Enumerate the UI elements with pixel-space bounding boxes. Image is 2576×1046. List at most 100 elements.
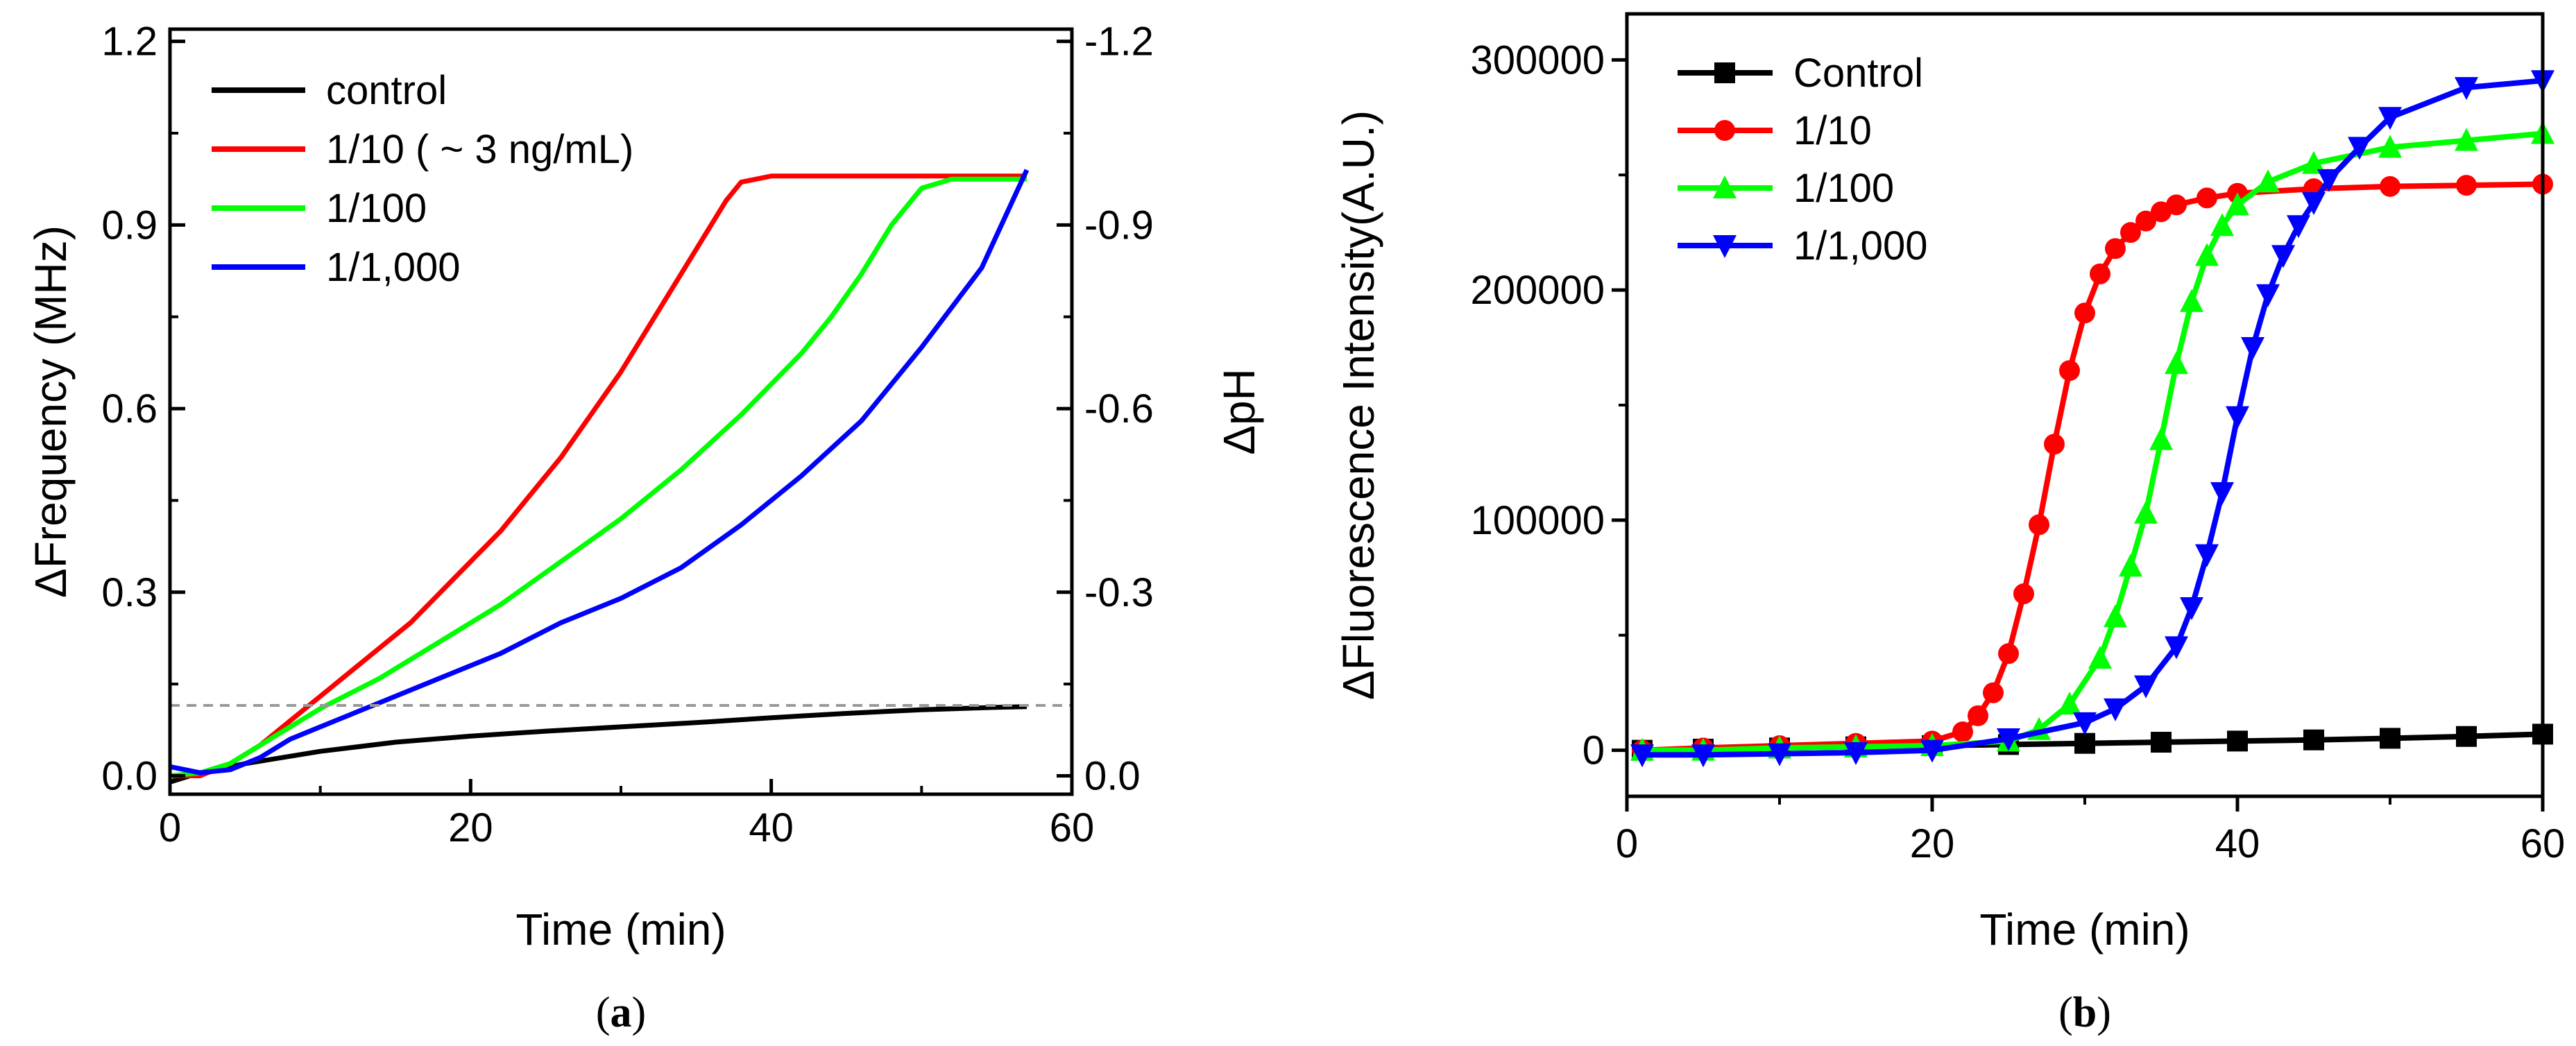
panel-b-legend-marker bbox=[1714, 62, 1735, 83]
panel-b-point-1 bbox=[1952, 721, 1973, 743]
panel-b-point-3 bbox=[2134, 675, 2158, 698]
panel-a-y2-tick-label: -0.6 bbox=[1084, 386, 1154, 431]
panel-a-series-line-3 bbox=[169, 169, 1030, 775]
panel-a-y2-tick-label: -1.2 bbox=[1084, 19, 1154, 65]
panel-a-y-tick-label: 1.2 bbox=[101, 19, 157, 65]
panel-b-x-axis-title: Time (min) bbox=[1979, 904, 2190, 954]
panel-b-point-3 bbox=[2287, 215, 2310, 239]
panel-b-point-0 bbox=[2303, 729, 2324, 751]
panel-b-series-line-3 bbox=[1642, 78, 2543, 758]
panel-b-y-tick-label: 200000 bbox=[1470, 268, 1605, 313]
panel-b-y-axis-title: ΔFluorescence Intensity(A.U.) bbox=[1333, 110, 1383, 700]
panel-a-ticks-group: 0 20 40 60 0.0 0.3 0.6 0.9 1.2 0.0 -0.3 -0.6 -0.9 -1.… bbox=[101, 19, 1154, 850]
panel-b-point-0 bbox=[2074, 732, 2095, 754]
panel-b-point-1 bbox=[2105, 238, 2126, 259]
panel-a-caption-open: ( bbox=[596, 989, 611, 1036]
panel-b-series-line-2 bbox=[1642, 130, 2543, 753]
panel-b-point-2 bbox=[2088, 645, 2112, 669]
panel-b-point-2 bbox=[2149, 427, 2173, 450]
panel-b-point-1 bbox=[2059, 360, 2080, 381]
panel-a-x-tick-label: 20 bbox=[448, 805, 493, 850]
panel-b-point-2 bbox=[2256, 169, 2280, 193]
panel-a-caption-close: ) bbox=[632, 989, 647, 1036]
panel-b-point-3 bbox=[1691, 744, 1715, 768]
panel-b-point-1 bbox=[2013, 583, 2034, 605]
panel-b-legend-label: 1/1,000 bbox=[1793, 223, 1928, 268]
panel-b-caption-letter: b bbox=[2073, 989, 2097, 1036]
panel-a-legend-label: 1/100 bbox=[326, 186, 427, 231]
panel-b-point-0 bbox=[2151, 732, 2172, 753]
panel-b-point-3 bbox=[1768, 743, 1791, 766]
panel-a-y2-tick-label: -0.3 bbox=[1084, 570, 1154, 615]
panel-a-series-line-1 bbox=[170, 173, 1027, 778]
panel-b-point-2 bbox=[2226, 192, 2249, 216]
panel-a-caption: (a) bbox=[596, 989, 646, 1036]
panel-b-point-3 bbox=[2104, 698, 2127, 721]
panel-a-x-tick-label: 60 bbox=[1050, 805, 1095, 850]
panel-a-legend-label: 1/1,000 bbox=[326, 245, 461, 290]
panel-b-point-1 bbox=[2166, 194, 2187, 216]
panel-a-legend: control 1/10 ( ~ 3 ng/mL) 1/100 1/1,000 bbox=[212, 68, 633, 290]
panel-b-point-2 bbox=[2119, 554, 2142, 577]
panel-b-point-3 bbox=[1997, 728, 2020, 752]
panel-b-point-2 bbox=[2455, 128, 2478, 151]
panel-a-x-tick-label: 40 bbox=[749, 805, 794, 850]
panel-a-y-tick-label: 0.3 bbox=[101, 570, 157, 615]
panel-b-legend-label: Control bbox=[1793, 51, 1923, 96]
panel-b-point-3 bbox=[2317, 169, 2341, 192]
panel-b-ticks-group: 0 20 40 60 0 100000 200000 300000 bbox=[1470, 37, 2565, 866]
panel-b-point-3 bbox=[2180, 597, 2203, 620]
panel-b-point-2 bbox=[2180, 289, 2203, 312]
panel-b-point-1 bbox=[2456, 175, 2477, 196]
panel-b-point-1 bbox=[2120, 222, 2141, 243]
panel-a-y-tick-label: 0.9 bbox=[101, 203, 157, 248]
panel-a-y2-tick-label: 0.0 bbox=[1084, 754, 1141, 799]
panel-b-point-1 bbox=[2044, 434, 2065, 455]
panel-b-y-tick-label: 100000 bbox=[1470, 498, 1605, 543]
panel-b-legend-marker bbox=[1713, 235, 1737, 258]
panel-b-point-3 bbox=[2195, 544, 2219, 567]
panel-b-point-3 bbox=[1630, 744, 1654, 768]
panel-a-y-tick-label: 0.0 bbox=[101, 754, 157, 799]
panel-b-point-3 bbox=[2271, 245, 2295, 268]
panel-a-x-axis-title: Time (min) bbox=[515, 904, 726, 954]
panel-b-point-2 bbox=[2195, 243, 2219, 266]
panel-a-legend-label: control bbox=[326, 68, 447, 113]
panel-b-point-1 bbox=[2029, 514, 2049, 535]
panel-a-caption-letter: a bbox=[611, 989, 632, 1036]
panel-b-point-2 bbox=[2210, 213, 2234, 237]
panel-b-legend: Control 1/10 1/100 1/1,000 bbox=[1678, 51, 1928, 268]
panel-b-point-3 bbox=[1920, 739, 1944, 763]
panel-b-point-1 bbox=[2090, 263, 2110, 284]
panel-b-point-3 bbox=[2455, 77, 2478, 101]
panel-b-point-1 bbox=[1998, 643, 2019, 665]
panel-b-point-3 bbox=[2256, 284, 2280, 307]
panel-b-point-2 bbox=[2104, 604, 2127, 628]
panel-b-y-tick-label: 0 bbox=[1583, 728, 1605, 773]
panel-b-point-3 bbox=[2165, 636, 2188, 660]
panel-b-point-3 bbox=[2241, 337, 2264, 361]
panel-b-point-2 bbox=[2165, 351, 2188, 375]
panel-b-point-1 bbox=[2135, 210, 2156, 232]
panel-b-point-0 bbox=[2456, 726, 2477, 747]
panel-b-legend-label: 1/100 bbox=[1793, 166, 1894, 211]
panel-b-caption-close: ) bbox=[2097, 989, 2111, 1036]
panel-b-caption-open: ( bbox=[2058, 989, 2073, 1036]
panel-b-x-tick-label: 40 bbox=[2215, 821, 2260, 866]
panel-b-x-tick-label: 20 bbox=[1910, 821, 1955, 866]
panel-a-series-line-0 bbox=[169, 704, 1027, 784]
panel-b-point-1 bbox=[2197, 187, 2217, 209]
panel-b-point-0 bbox=[2227, 730, 2248, 752]
panel-a-series-line-2 bbox=[169, 176, 1027, 778]
panel-b-x-tick-label: 0 bbox=[1616, 821, 1638, 866]
panel-a-y2-tick-label: -0.9 bbox=[1084, 203, 1154, 248]
panel-a-right-y-axis-title: ΔpH bbox=[1214, 368, 1264, 455]
panel-b-caption: (b) bbox=[2058, 989, 2111, 1036]
panel-b-legend-marker bbox=[1713, 175, 1737, 198]
panel-b-point-3 bbox=[2226, 406, 2249, 429]
panel-b-point-2 bbox=[2134, 500, 2158, 524]
panel-b-point-1 bbox=[1983, 682, 2004, 703]
panel-b-point-1 bbox=[2074, 302, 2095, 324]
panel-b-point-3 bbox=[2348, 137, 2371, 160]
